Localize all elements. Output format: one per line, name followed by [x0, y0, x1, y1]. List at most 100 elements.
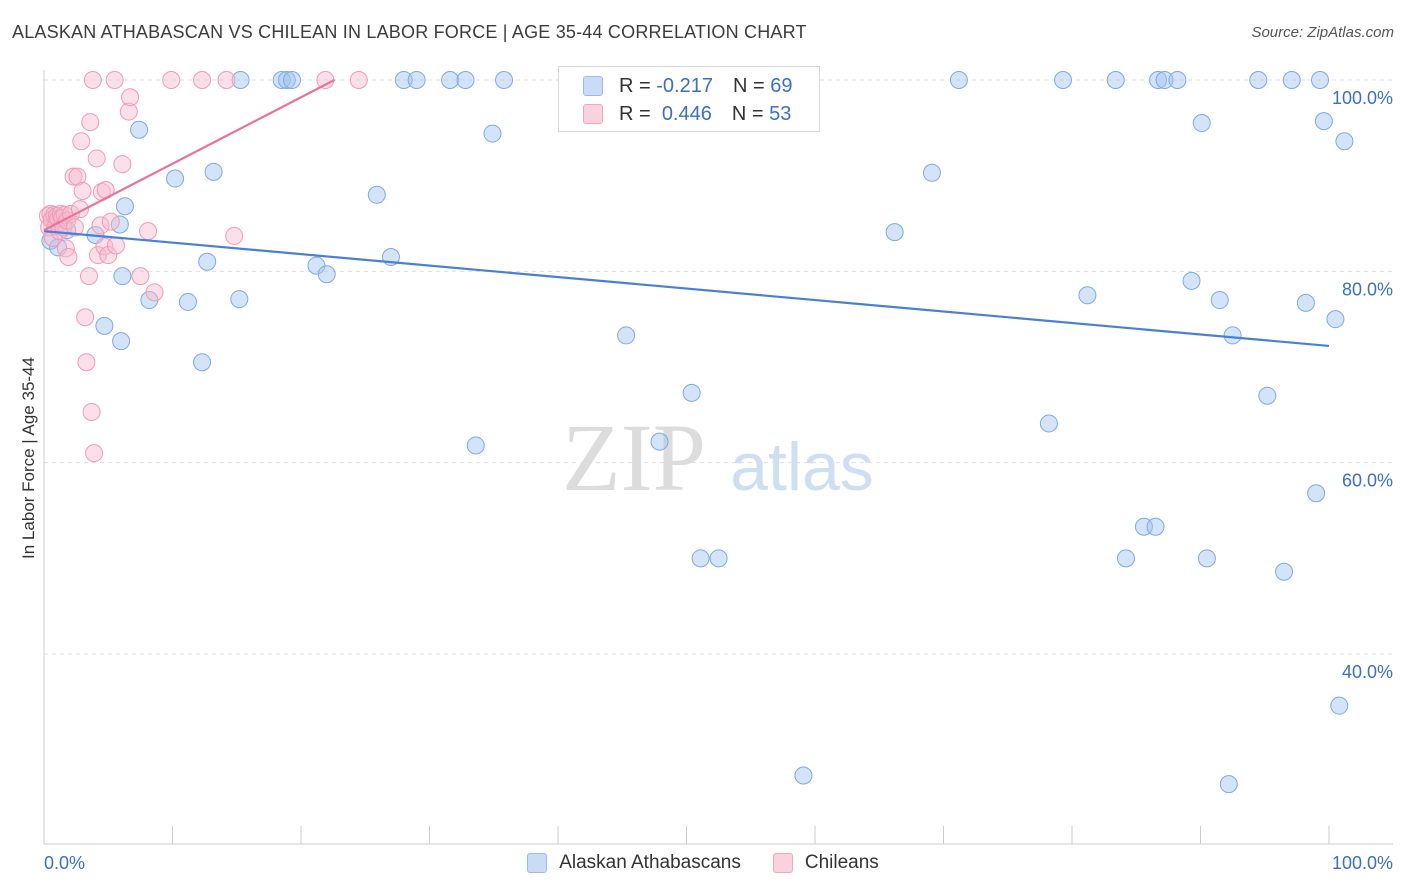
athabascan-point	[1197, 549, 1216, 568]
athabascan-point	[949, 71, 968, 89]
athabascan-point	[1335, 132, 1354, 151]
chilean-point	[217, 71, 236, 89]
legend-r-athabascans: -0.217	[656, 74, 713, 97]
athabascan-point	[1249, 71, 1268, 89]
athabascan-point	[272, 71, 291, 89]
grid-lines	[44, 79, 1393, 655]
chilean-point	[65, 218, 84, 237]
legend-row-chileans: R = 0.446 N = 53	[583, 101, 791, 127]
athabascan-point	[230, 290, 249, 309]
correlation-legend: R = -0.217 N = 69 R = 0.446 N = 53	[558, 66, 820, 132]
chilean-point	[162, 71, 181, 89]
chilean-point	[105, 71, 124, 89]
athabascan-point	[1223, 326, 1242, 345]
athabascan-point	[112, 332, 131, 351]
y-axis-label: In Labor Force | Age 35-44	[19, 357, 38, 559]
athabascan-point	[1296, 293, 1315, 312]
chilean-point	[101, 212, 120, 231]
athabascan-point	[1168, 71, 1187, 89]
athabascan-point	[1330, 696, 1349, 715]
chilean-trend-line	[43, 79, 335, 232]
series-legend-athabascans[interactable]: Alaskan Athabascans	[527, 852, 741, 874]
athabascan-point	[1282, 71, 1301, 89]
axis-labels: In Labor Force | Age 35-44 100.0% 80.0% 60…	[19, 88, 1393, 873]
watermark: ZIP atlas	[562, 404, 874, 511]
athabascan-point	[317, 265, 336, 284]
chilean-point	[139, 222, 158, 241]
athabascan-point	[1258, 386, 1277, 405]
chilean-point	[73, 181, 92, 200]
athabascan-point	[1219, 775, 1238, 794]
legend-n-label: N =	[732, 74, 765, 97]
chilean-point	[83, 71, 102, 89]
series-label-athabascans: Alaskan Athabascans	[559, 852, 741, 873]
athabascan-point	[617, 326, 636, 345]
chilean-point	[225, 226, 244, 245]
legend-r-label: R =	[619, 102, 651, 125]
athabascan-point	[456, 71, 475, 89]
athabascan-point	[394, 71, 413, 89]
athabascan-point	[1275, 562, 1294, 581]
series-swatch-athabascans	[527, 853, 548, 873]
chilean-point	[82, 402, 101, 421]
chilean-point	[91, 216, 110, 235]
athabascan-point	[367, 185, 386, 204]
chilean-point	[193, 71, 212, 89]
athabascan-point	[1182, 271, 1201, 290]
chilean-point	[81, 113, 100, 132]
trend-lines	[43, 79, 1330, 348]
chilean-point	[131, 267, 150, 286]
legend-n-athabascans: 69	[770, 74, 793, 97]
athabascan-point	[193, 353, 212, 372]
athabascan-point	[709, 549, 728, 568]
athabascan-point	[441, 71, 460, 89]
legend-r-label: R =	[619, 74, 651, 97]
athabascan-point	[1146, 517, 1165, 536]
chilean-point	[87, 149, 106, 168]
athabascan-point	[1155, 71, 1174, 89]
athabascan-point	[1326, 310, 1345, 329]
chilean-point	[99, 246, 118, 265]
y-tick-label: 100.0%	[1332, 88, 1393, 108]
chilean-point	[121, 88, 140, 107]
x-tick-label: 0.0%	[44, 853, 85, 873]
chilean-point	[79, 267, 98, 286]
legend-r-chileans: 0.446	[661, 102, 712, 125]
athabascan-point	[1192, 114, 1211, 133]
athabascan-trend-line	[43, 230, 1330, 348]
axes	[43, 70, 1393, 845]
chilean-point	[106, 236, 125, 255]
athabascan-point	[231, 71, 250, 89]
athabascan-point	[113, 267, 132, 286]
athabascan-point	[794, 766, 813, 785]
series-label-chileans: Chileans	[804, 852, 879, 873]
chilean-point	[85, 444, 104, 463]
y-tick-label: 80.0%	[1342, 279, 1393, 299]
legend-row-athabascans: R = -0.217 N = 69	[583, 73, 792, 99]
chilean-point	[77, 353, 96, 372]
legend-n-label: N =	[731, 102, 764, 125]
athabascan-point	[495, 71, 514, 89]
chilean-point	[64, 167, 83, 186]
chilean-point	[76, 308, 95, 327]
legend-swatch-athabascans	[583, 76, 603, 96]
series-swatch-chileans	[772, 853, 793, 873]
chilean-point	[119, 102, 138, 121]
athabascan-point	[1149, 71, 1168, 89]
athabascan-point	[1106, 71, 1125, 89]
watermark-zip: ZIP	[562, 404, 706, 511]
legend-n-chileans: 53	[769, 102, 792, 125]
athabascan-point	[483, 124, 502, 143]
chilean-point	[72, 132, 91, 151]
athabascan-point	[1078, 286, 1097, 305]
chilean-point	[113, 155, 132, 174]
x-tick-label: 100.0%	[1332, 853, 1393, 873]
chilean-point	[59, 247, 78, 266]
athabascan-point	[466, 436, 485, 455]
y-tick-label: 60.0%	[1342, 471, 1393, 491]
athabascan-point	[1210, 291, 1229, 310]
series-legend-chileans[interactable]: Chileans	[772, 852, 879, 874]
athabascan-point	[922, 163, 941, 182]
athabascan-point	[650, 432, 669, 451]
